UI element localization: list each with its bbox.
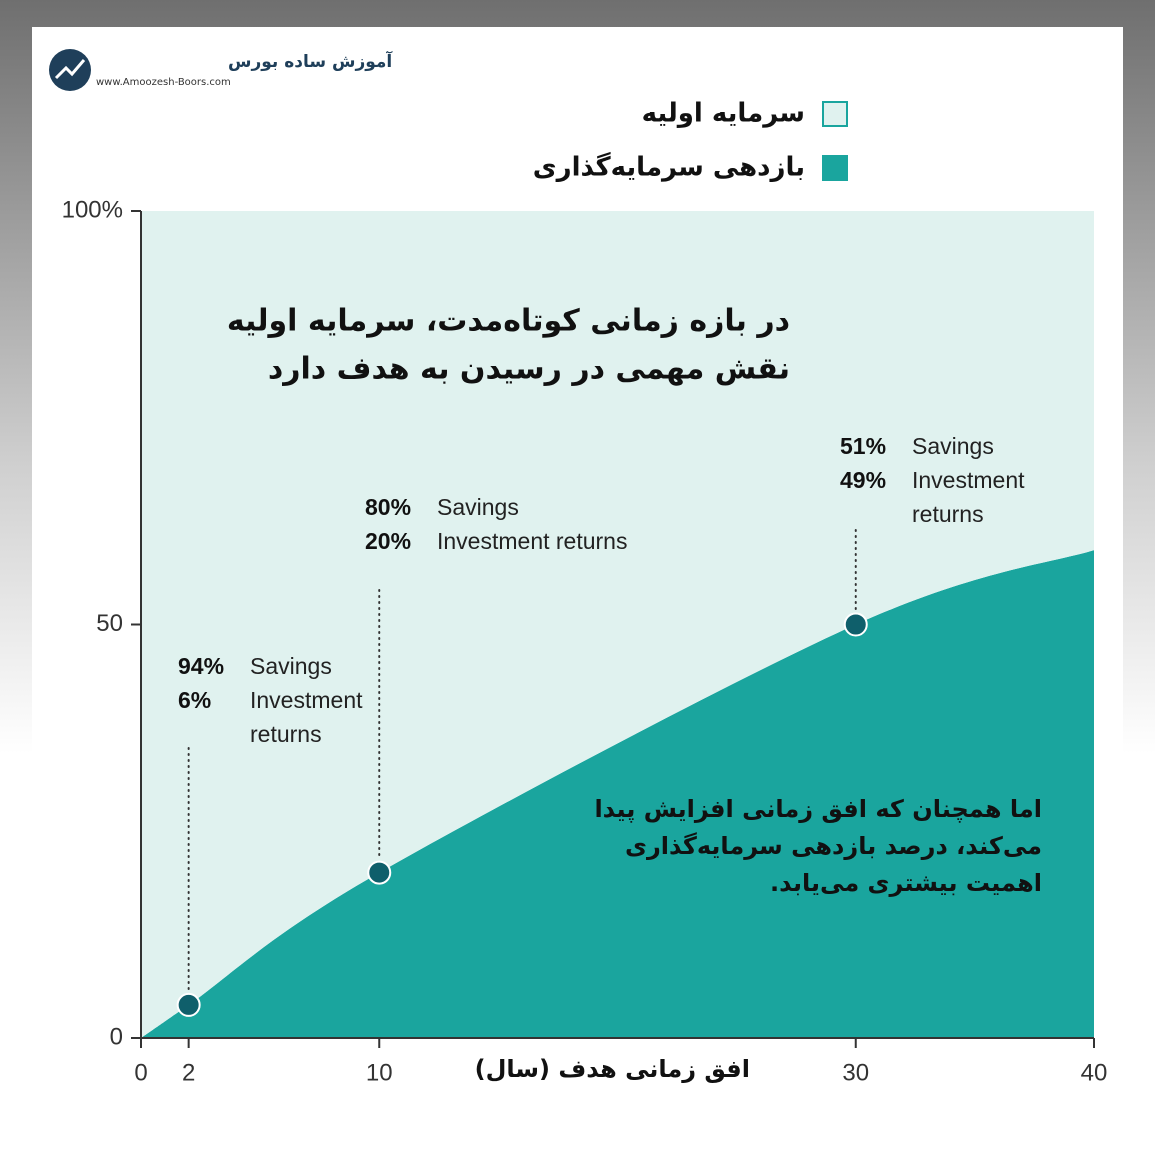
returns-pct: 20% — [365, 528, 411, 554]
savings-label: Savings — [250, 653, 332, 679]
returns-pct: 6% — [178, 687, 211, 713]
annotation-note: اما همچنان که افق زمانی افزایش پیدا — [594, 795, 1042, 823]
annotation-title: در بازه زمانی کوتاه‌مدت، سرمایه اولیه — [227, 304, 790, 339]
data-point — [843, 612, 868, 637]
legend-label: بازدهی سرمایه‌گذاری — [533, 152, 805, 183]
returns-label: Investment — [912, 467, 1025, 493]
savings-pct: 51% — [840, 433, 886, 459]
annotation-note: اهمیت بیشتری می‌یابد. — [770, 869, 1042, 897]
legend-label: سرمایه اولیه — [642, 99, 805, 129]
data-point — [176, 992, 201, 1017]
y-tick-label: 0 — [110, 1023, 123, 1050]
x-tick-label: 40 — [1081, 1059, 1108, 1086]
x-tick-label: 0 — [134, 1059, 147, 1086]
legend-swatch — [822, 101, 848, 127]
logo-name: آموزش ساده بورس — [228, 50, 393, 72]
y-tick-label: 100% — [62, 196, 123, 223]
x-tick-label: 30 — [842, 1059, 869, 1086]
logo-icon — [54, 59, 86, 80]
data-point — [367, 860, 392, 885]
logo-url: www.Amoozesh-Boors.com — [96, 77, 231, 88]
x-tick-label: 10 — [366, 1059, 393, 1086]
annotation-title: نقش مهمی در رسیدن به هدف دارد — [268, 352, 790, 387]
returns-label: returns — [250, 721, 322, 747]
returns-label: Investment returns — [437, 528, 627, 554]
annotation-note: می‌کند، درصد بازدهی سرمایه‌گذاری — [625, 832, 1042, 860]
y-tick-label: 50 — [96, 610, 123, 637]
returns-label: Investment — [250, 687, 363, 713]
logo: آموزش ساده بورس www.Amoozesh-Boors.com — [49, 49, 393, 91]
savings-label: Savings — [437, 494, 519, 520]
returns-pct: 49% — [840, 467, 886, 493]
savings-label: Savings — [912, 433, 994, 459]
returns-label: returns — [912, 501, 984, 527]
x-axis-label: افق زمانی هدف (سال) — [475, 1055, 750, 1083]
legend-swatch — [822, 155, 848, 181]
savings-pct: 80% — [365, 494, 411, 520]
area — [141, 550, 1094, 1038]
x-tick-label: 2 — [182, 1059, 195, 1086]
savings-pct: 94% — [178, 653, 224, 679]
